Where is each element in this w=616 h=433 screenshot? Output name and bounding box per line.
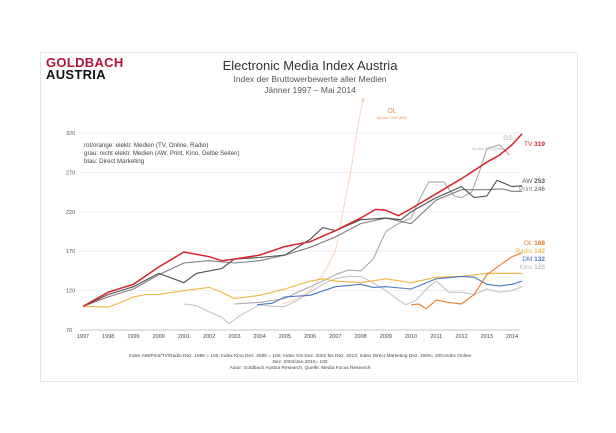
x-tick-label: 1997 bbox=[77, 334, 89, 340]
chart-title: Electronic Media Index Austria bbox=[222, 58, 398, 73]
series-label-ol-old: OL bbox=[387, 108, 396, 115]
legend-note: rot/orange: elektr. Medien (TV, Online, … bbox=[84, 142, 209, 149]
series-line-ol bbox=[411, 252, 523, 310]
logo-line1: GOLDBACH bbox=[46, 55, 124, 70]
series-line-aw bbox=[82, 179, 523, 307]
x-tick-label: 2008 bbox=[354, 334, 366, 340]
series-line-tv bbox=[82, 133, 523, 308]
color-legend: rot/orange: elektr. Medien (TV, Online, … bbox=[84, 142, 240, 166]
series-line-dm bbox=[257, 275, 523, 306]
series-note-gs: bis Dez 2013 (296) bbox=[472, 147, 502, 151]
series-end-label: Print 246 bbox=[519, 186, 545, 193]
y-tick-label: 270 bbox=[66, 170, 75, 176]
series-label-gs: GS bbox=[503, 135, 513, 142]
series-line-gs bbox=[234, 144, 510, 305]
x-tick-label: 2012 bbox=[455, 334, 467, 340]
x-tick-label: 2007 bbox=[329, 334, 341, 340]
series-end-label: Kino 125 bbox=[519, 264, 545, 271]
series-line-radio bbox=[82, 272, 523, 308]
chart-date-range: Jänner 1997 – Mai 2014 bbox=[264, 85, 356, 95]
footnote: Index AW/Print/TV/Radio Dez. 1996 = 100;… bbox=[80, 354, 520, 372]
x-tick-label: 2000 bbox=[153, 334, 165, 340]
x-tick-label: 2013 bbox=[481, 334, 493, 340]
series-end-label: AW 253 bbox=[522, 178, 545, 185]
y-tick-label: 320 bbox=[66, 131, 75, 137]
footnote-line: Dez. 2004/Jan 2010= 100 bbox=[272, 360, 328, 365]
series-line-print bbox=[82, 188, 523, 307]
x-tick-label: 1998 bbox=[102, 334, 114, 340]
x-tick-label: 2011 bbox=[430, 334, 442, 340]
logo-line2: AUSTRIA bbox=[46, 67, 106, 82]
legend-note: blau: Direct Marketing bbox=[84, 158, 145, 165]
x-tick-label: 2005 bbox=[279, 334, 291, 340]
chart-subtitle: Index der Bruttowerbewerte aller Medien bbox=[233, 74, 387, 84]
x-tick-label: 2009 bbox=[380, 334, 392, 340]
y-tick-label: 220 bbox=[66, 210, 75, 216]
series-note-ol-old: bis Dez 2009 (625) bbox=[377, 116, 407, 120]
x-tick-label: 2003 bbox=[228, 334, 240, 340]
y-tick-label: 70 bbox=[66, 328, 72, 334]
legend-note: grau: nicht elektr. Medien (AW, Print, K… bbox=[84, 150, 240, 157]
series-line-ol bbox=[282, 98, 364, 305]
x-tick-label: 2002 bbox=[203, 334, 215, 340]
x-tick-label: 1999 bbox=[127, 334, 139, 340]
series-end-label: Radio 142 bbox=[515, 248, 545, 255]
series-end-label: TV 319 bbox=[524, 141, 545, 148]
x-tick-label: 2010 bbox=[405, 334, 417, 340]
slide-frame bbox=[40, 52, 578, 382]
x-tick-label: 2001 bbox=[178, 334, 190, 340]
x-tick-label: 2004 bbox=[254, 334, 266, 340]
y-tick-label: 120 bbox=[66, 289, 75, 295]
footnote-line: Index AW/Print/TV/Radio Dez. 1996 = 100;… bbox=[128, 354, 472, 359]
series-end-marker: x bbox=[362, 98, 365, 104]
x-tick-label: 2014 bbox=[506, 334, 518, 340]
series-end-label: DM 132 bbox=[522, 256, 545, 263]
series-line-kino bbox=[183, 275, 523, 325]
y-tick-label: 170 bbox=[66, 249, 75, 255]
footnote-line: Autor: Goldbach Austria Research, Quelle… bbox=[229, 366, 371, 371]
series-end-label: OL 168 bbox=[524, 240, 545, 247]
x-tick-label: 2006 bbox=[304, 334, 316, 340]
goldbach-logo: GOLDBACH AUSTRIA bbox=[46, 55, 124, 82]
